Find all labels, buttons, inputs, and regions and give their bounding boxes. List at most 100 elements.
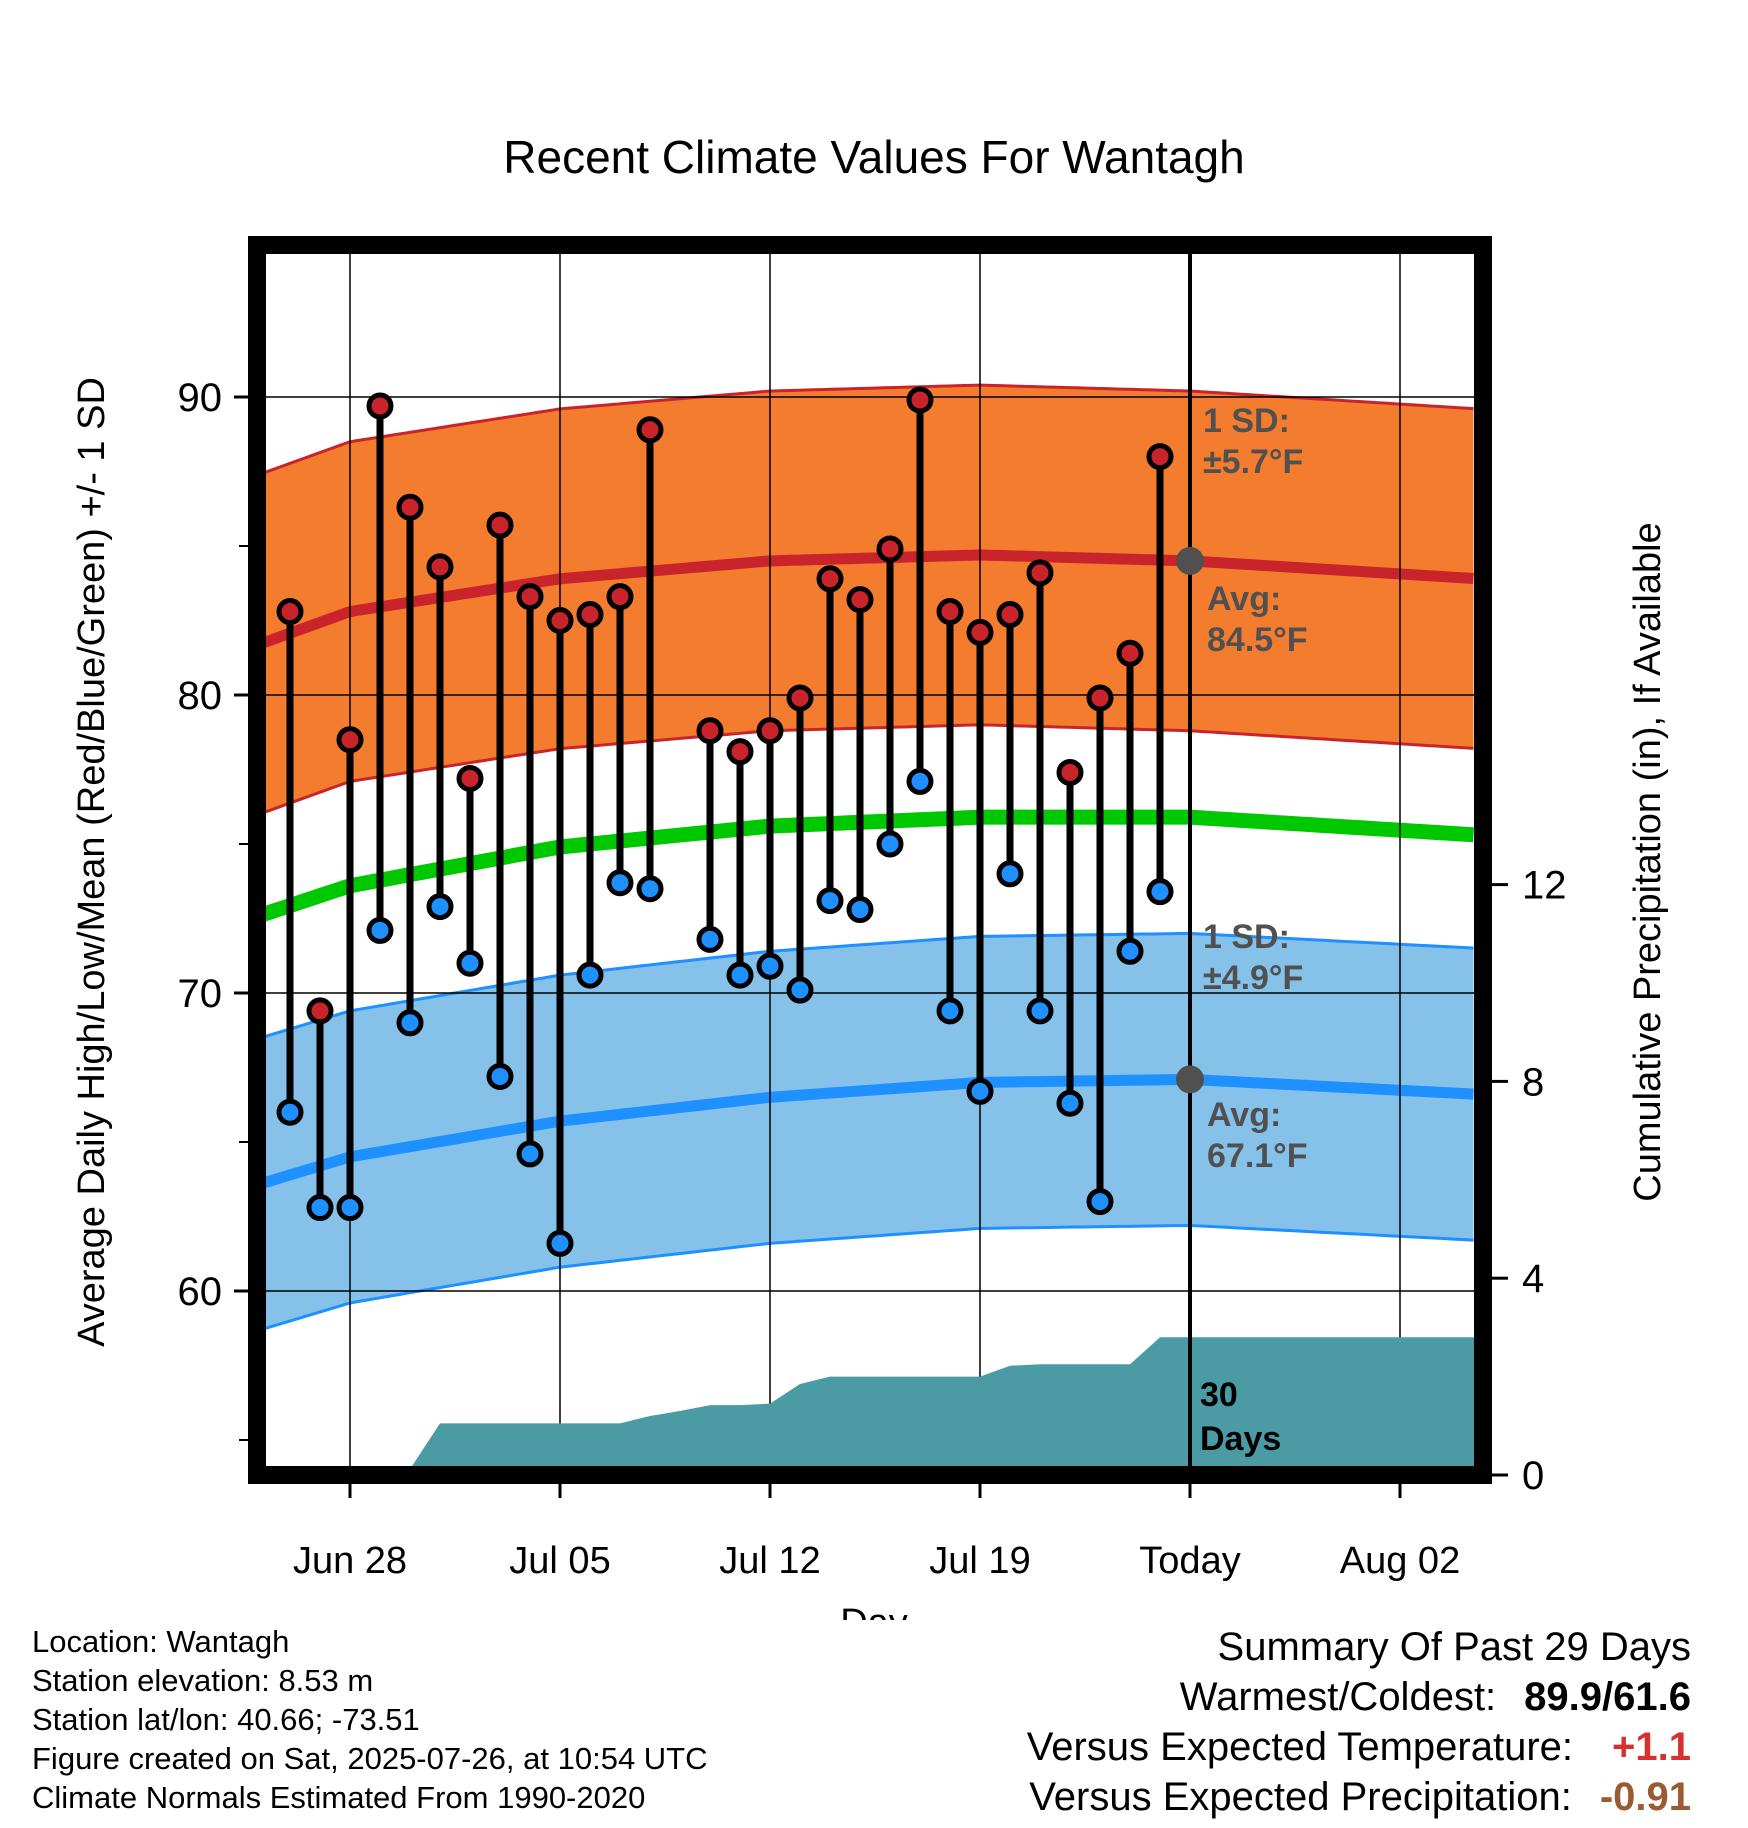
- station-info: Location: Wantagh Station elevation: 8.5…: [32, 1622, 708, 1817]
- daily-high-point: [426, 553, 454, 581]
- daily-high-point: [576, 601, 604, 629]
- y-axis-label: Average Daily High/Low/Mean (Red/Blue/Gr…: [71, 377, 113, 1347]
- daily-high-point: [306, 997, 334, 1025]
- daily-high-point: [996, 601, 1024, 629]
- daily-low-point: [456, 949, 484, 977]
- y-tick-label: 60: [178, 1270, 223, 1314]
- normals-text: Climate Normals Estimated From 1990-2020: [32, 1780, 646, 1815]
- daily-low-point: [1026, 997, 1054, 1025]
- climate-chart: 1 SD: ±5.7°F Avg: 84.5°F 1 SD: ±4.9°F Avg: 67.1…: [71, 131, 1669, 1620]
- high-upper-edge: [250, 383, 1474, 479]
- warm-cold-value: 89.9/61.6: [1524, 1675, 1691, 1719]
- daily-low-point: [1146, 878, 1174, 906]
- daily-low-point: [516, 1140, 544, 1168]
- daily-high-point: [1116, 639, 1144, 667]
- today-low-normal-marker: [1176, 1065, 1204, 1094]
- daily-low-point: [396, 1009, 424, 1037]
- y2-tick-label: 0: [1522, 1454, 1544, 1498]
- daily-high-point: [636, 416, 664, 444]
- daily-high-point: [936, 598, 964, 626]
- daily-high-point: [1056, 758, 1084, 786]
- period-annotation: 30 Days: [1200, 1376, 1281, 1458]
- daily-low-point: [546, 1229, 574, 1257]
- daily-high-point: [696, 717, 724, 745]
- daily-low-point: [636, 875, 664, 903]
- temp-label: Versus Expected Temperature:: [1026, 1725, 1573, 1769]
- x-tick-label: Jul 19: [929, 1540, 1030, 1582]
- daily-low-point: [966, 1077, 994, 1105]
- daily-points: [276, 386, 1174, 1257]
- summary-panel: Summary Of Past 29 Days Warmest/Coldest:…: [1027, 1622, 1691, 1822]
- daily-high-point: [726, 738, 754, 766]
- axes: 60 70 80 90 0 4 8 12 Jun 28 Jul 05 Jul 12 Jul 19 Tod…: [178, 376, 1567, 1582]
- precip-value: -0.91: [1599, 1775, 1691, 1819]
- daily-low-point: [876, 830, 904, 858]
- annotations: 1 SD: ±5.7°F Avg: 84.5°F 1 SD: ±4.9°F Avg: 67.1…: [1176, 402, 1308, 1458]
- summary-temp: Versus Expected Temperature: +1.1: [1027, 1722, 1691, 1772]
- daily-low-point: [1116, 937, 1144, 965]
- y2-tick-label: 4: [1522, 1257, 1544, 1301]
- daily-high-point: [606, 583, 634, 611]
- latlon-text: Station lat/lon: 40.66; -73.51: [32, 1702, 420, 1737]
- daily-high-point: [756, 717, 784, 745]
- daily-low-point: [786, 976, 814, 1004]
- low-sd-annotation: 1 SD: ±4.9°F: [1203, 918, 1303, 997]
- created-text: Figure created on Sat, 2025-07-26, at 10…: [32, 1741, 708, 1776]
- elevation-text: Station elevation: 8.53 m: [32, 1663, 374, 1698]
- daily-high-point: [546, 607, 574, 634]
- daily-high-point: [816, 565, 844, 593]
- daily-high-point: [276, 598, 304, 626]
- daily-low-point: [816, 887, 844, 915]
- daily-high-point: [396, 493, 424, 521]
- daily-low-point: [906, 767, 934, 795]
- plot-frame: [248, 236, 1492, 1484]
- today-high-normal-marker: [1176, 546, 1204, 575]
- y-tick-label: 70: [178, 972, 223, 1016]
- daily-low-point: [426, 893, 454, 921]
- daily-low-point: [366, 916, 394, 944]
- x-tick-label: Aug 02: [1340, 1540, 1460, 1582]
- precip-label: Versus Expected Precipitation:: [1029, 1775, 1572, 1819]
- low-lower-edge: [250, 1223, 1474, 1335]
- normal-high-line: [249, 549, 1474, 653]
- daily-high-point: [486, 511, 514, 539]
- warm-cold-label: Warmest/Coldest:: [1179, 1675, 1497, 1719]
- daily-high-point: [336, 726, 364, 754]
- y2-tick-label: 12: [1522, 864, 1567, 908]
- daily-low-point: [1056, 1089, 1084, 1117]
- y2-tick-label: 8: [1522, 1060, 1544, 1104]
- y-tick-label: 80: [178, 674, 223, 718]
- high-sd-annotation: 1 SD: ±5.7°F: [1203, 402, 1303, 481]
- daily-high-point: [786, 684, 814, 712]
- summary-precip: Versus Expected Precipitation: -0.91: [1027, 1772, 1691, 1822]
- x-tick-label: Jul 05: [509, 1540, 610, 1582]
- daily-low-point: [336, 1194, 364, 1222]
- daily-high-point: [1146, 443, 1174, 471]
- daily-low-point: [606, 869, 634, 897]
- daily-low-point: [276, 1098, 304, 1126]
- daily-low-point: [306, 1194, 334, 1222]
- y-tick-label: 90: [178, 376, 223, 420]
- daily-high-point: [1026, 559, 1054, 587]
- location-text: Location: Wantagh: [32, 1624, 290, 1659]
- x-tick-label: Today: [1139, 1540, 1240, 1582]
- daily-low-point: [846, 896, 874, 924]
- daily-high-point: [966, 618, 994, 646]
- daily-low-point: [936, 997, 964, 1025]
- summary-title: Summary Of Past 29 Days: [1217, 1625, 1691, 1669]
- daily-low-point: [486, 1062, 514, 1090]
- summary-warm-cold: Warmest/Coldest: 89.9/61.6: [1027, 1672, 1691, 1722]
- daily-range-stems: [286, 399, 1164, 1244]
- daily-high-point: [906, 386, 934, 414]
- x-tick-label: Jun 28: [293, 1540, 407, 1582]
- y2-axis-label: Cumulative Precipitation (in), If Availa…: [1627, 522, 1669, 1201]
- low-avg-annotation: Avg: 67.1°F: [1207, 1096, 1308, 1175]
- normal-low-line: [249, 1073, 1474, 1192]
- temp-value: +1.1: [1612, 1725, 1691, 1769]
- daily-high-point: [876, 535, 904, 563]
- plot-border: [248, 236, 1492, 1484]
- daily-high-point: [1086, 684, 1114, 712]
- daily-high-point: [366, 392, 394, 420]
- daily-high-point: [846, 586, 874, 614]
- x-axis-label: Day: [840, 1602, 908, 1620]
